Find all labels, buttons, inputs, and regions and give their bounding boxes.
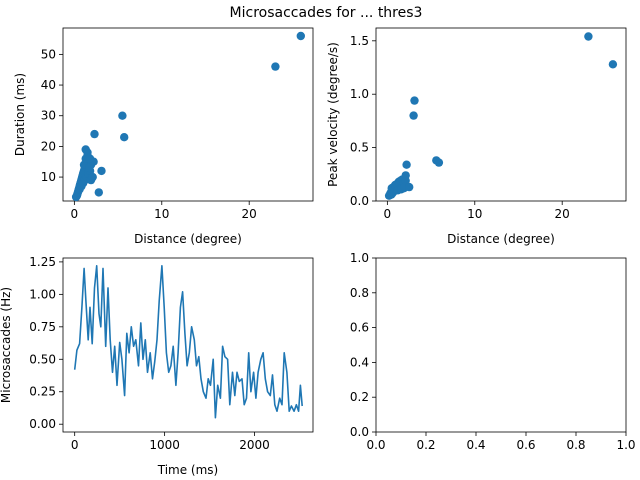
x-tick-label: 0.4 bbox=[466, 438, 485, 452]
axes-frame bbox=[375, 27, 627, 202]
scatter-point bbox=[409, 111, 418, 120]
x-tick-label: 0 bbox=[384, 207, 392, 221]
scatter-point bbox=[296, 31, 305, 41]
axes-frame bbox=[62, 27, 314, 202]
y-tick-label: 0.2 bbox=[350, 390, 369, 404]
x-axis-label: Distance (degree) bbox=[447, 232, 555, 246]
scatter-point bbox=[402, 160, 411, 169]
x-tick-label: 0.2 bbox=[416, 438, 435, 452]
x-tick-label: 2000 bbox=[239, 438, 270, 452]
x-tick-label: 0 bbox=[71, 438, 79, 452]
axes-frame bbox=[62, 257, 314, 433]
figure-title: Microsaccades for ... thres3 bbox=[230, 5, 423, 21]
scatter-point bbox=[584, 32, 593, 41]
x-axis-label: Time (ms) bbox=[157, 463, 219, 477]
y-tick-label: 40 bbox=[41, 78, 56, 92]
x-tick-label: 0 bbox=[71, 207, 79, 221]
scatter-point bbox=[434, 158, 444, 167]
y-axis-label: Duration (ms) bbox=[13, 73, 27, 156]
scatter-point bbox=[608, 60, 618, 69]
y-tick-label: 30 bbox=[41, 109, 56, 123]
x-tick-label: 20 bbox=[555, 207, 570, 221]
x-tick-label: 0.0 bbox=[366, 438, 385, 452]
y-tick-label: 0.8 bbox=[350, 286, 369, 300]
y-tick-label: 0.00 bbox=[29, 417, 56, 431]
scatter-point bbox=[118, 111, 127, 120]
y-tick-label: 0.0 bbox=[350, 194, 369, 208]
x-tick-label: 0.6 bbox=[516, 438, 535, 452]
series-line bbox=[73, 265, 303, 419]
scatter-point bbox=[405, 182, 414, 192]
y-tick-label: 0.0 bbox=[350, 425, 369, 439]
y-tick-label: 1.5 bbox=[350, 34, 369, 48]
y-tick-label: 1.0 bbox=[350, 87, 369, 101]
scatter-point bbox=[88, 172, 97, 182]
x-tick-label: 20 bbox=[242, 207, 257, 221]
y-tick-label: 0.4 bbox=[350, 355, 369, 369]
y-tick-label: 1.25 bbox=[29, 255, 56, 269]
y-tick-label: 1.0 bbox=[350, 251, 369, 265]
y-axis-label: Peak velocity (degree/s) bbox=[326, 42, 340, 187]
y-tick-label: 10 bbox=[41, 170, 56, 184]
y-tick-label: 0.6 bbox=[350, 321, 369, 335]
axes-peak-velocity-vs-distance: Distance (degree) Peak velocity (degree/… bbox=[326, 27, 627, 246]
scatter-point bbox=[401, 171, 410, 180]
x-tick-label: 0.8 bbox=[566, 438, 585, 452]
x-tick-label: 1000 bbox=[149, 438, 180, 452]
scatter-point bbox=[271, 62, 280, 71]
x-tick-label: 10 bbox=[154, 207, 169, 221]
axes-frame bbox=[375, 257, 627, 433]
y-tick-label: 1.00 bbox=[29, 287, 56, 301]
x-tick-label: 10 bbox=[467, 207, 482, 221]
scatter-point bbox=[410, 96, 419, 105]
scatter-point bbox=[97, 166, 106, 176]
y-tick-label: 0.75 bbox=[29, 320, 56, 334]
scatter-point bbox=[94, 188, 104, 197]
scatter-point bbox=[120, 133, 129, 142]
scatter-point bbox=[85, 163, 94, 173]
y-tick-label: 20 bbox=[41, 139, 56, 153]
y-tick-label: 50 bbox=[41, 47, 56, 61]
axes-empty: 0.0 0.2 0.4 0.6 0.8 1.0 0.0 0.2 0.4 0.6 0.8 1.0 bbox=[350, 251, 636, 452]
y-tick-label: 0.50 bbox=[29, 352, 56, 366]
axes-microsaccade-rate-vs-time: Time (ms) Microsaccades (Hz) 0 1000 2000 0.… bbox=[0, 255, 314, 477]
x-axis-label: Distance (degree) bbox=[134, 232, 242, 246]
scatter-point bbox=[85, 154, 94, 163]
y-axis-label: Microsaccades (Hz) bbox=[0, 287, 13, 403]
y-tick-label: 0.25 bbox=[29, 385, 56, 399]
axes-duration-vs-distance: Distance (degree) Duration (ms) 0 10 20 10 2… bbox=[13, 27, 314, 246]
scatter-point bbox=[90, 129, 99, 139]
y-tick-label: 0.5 bbox=[350, 141, 369, 155]
x-tick-label: 1.0 bbox=[616, 438, 635, 452]
